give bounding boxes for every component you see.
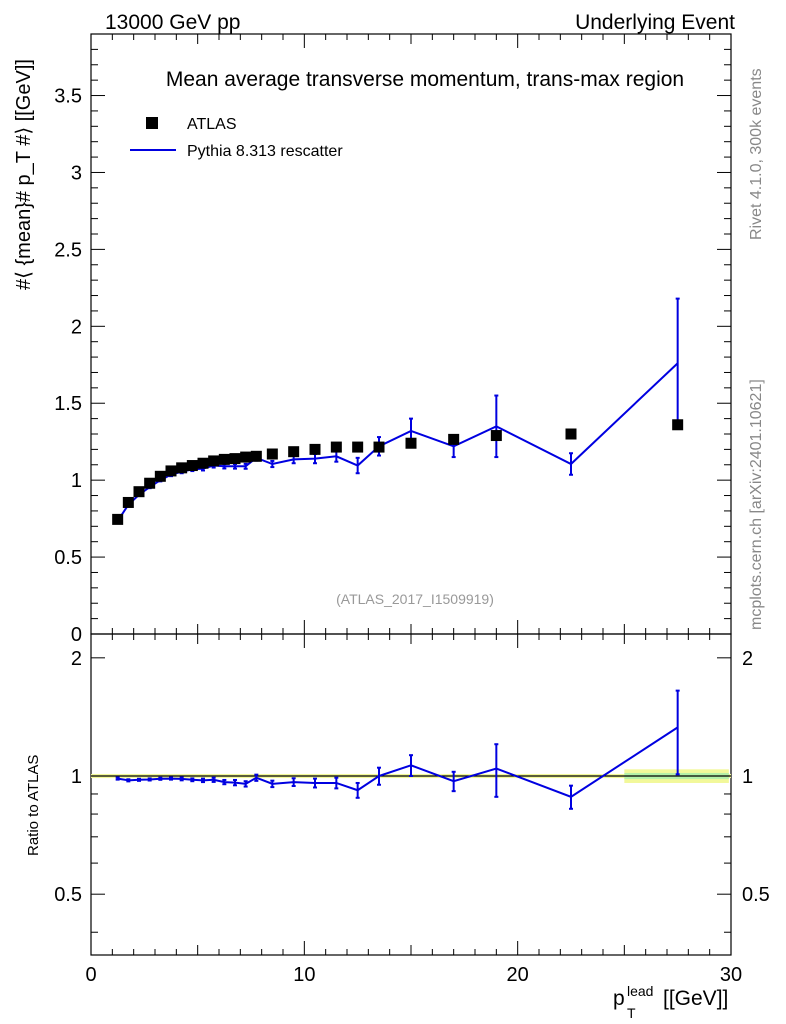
atlas-point bbox=[112, 513, 124, 525]
ratio-tick-label-left: 2 bbox=[71, 648, 82, 670]
x-tick-label: 0 bbox=[85, 964, 96, 986]
ratio-tick-label-right: 1 bbox=[742, 766, 753, 788]
atlas-point bbox=[672, 419, 684, 431]
legend-label-pythia: Pythia 8.313 rescatter bbox=[187, 143, 343, 160]
legend-label-atlas: ATLAS bbox=[187, 116, 237, 133]
atlas-point bbox=[330, 441, 342, 453]
x-axis-label: p lead T [[GeV]] bbox=[613, 983, 728, 1021]
x-axis-label-main: p bbox=[613, 987, 625, 1010]
x-tick-label: 20 bbox=[507, 964, 529, 986]
y-tick-label: 1.5 bbox=[54, 393, 82, 415]
x-tick-label: 30 bbox=[720, 964, 742, 986]
analysis-id: (ATLAS_2017_I1509919) bbox=[336, 591, 494, 607]
mcplots-label: mcplots.cern.ch [arXiv:2401.10621] bbox=[748, 379, 765, 630]
main-mc-layer bbox=[115, 297, 680, 523]
x-axis-label-sup: lead bbox=[627, 983, 653, 999]
atlas-point bbox=[144, 477, 156, 489]
y-tick-label: 2 bbox=[71, 316, 82, 338]
atlas-point bbox=[373, 441, 385, 453]
y-tick-label: 1 bbox=[71, 470, 82, 492]
axis-ticks bbox=[90, 34, 732, 955]
atlas-point bbox=[240, 451, 252, 463]
atlas-point bbox=[154, 470, 166, 482]
atlas-point bbox=[176, 462, 188, 474]
x-axis-label-sub: T bbox=[627, 1005, 636, 1021]
atlas-point bbox=[309, 443, 321, 455]
atlas-point bbox=[208, 455, 220, 467]
ratio-plot-frame bbox=[90, 633, 732, 956]
atlas-point bbox=[122, 496, 134, 508]
axis-tick-labels: 0 10 20 30 0 0.5 1 1.5 2 2.5 3 3.5 0.5 0.5 1 1 2 2 bbox=[54, 86, 770, 986]
ratio-pythia-line bbox=[117, 726, 679, 798]
chart-title: Mean average transverse momentum, trans-… bbox=[166, 68, 684, 91]
atlas-point bbox=[288, 446, 300, 458]
legend-marker-atlas bbox=[146, 117, 158, 129]
y-axis-label: #⟨ {mean}# p_T #⟩ [[GeV]] bbox=[13, 59, 35, 290]
atlas-point bbox=[165, 465, 177, 477]
ratio-y-axis-label: Ratio to ATLAS bbox=[25, 755, 42, 856]
atlas-point bbox=[229, 453, 241, 465]
header-right: Underlying Event bbox=[575, 11, 735, 34]
main-data-layer bbox=[112, 419, 684, 525]
pythia-line bbox=[116, 362, 679, 522]
atlas-point bbox=[186, 460, 198, 472]
atlas-point bbox=[218, 453, 230, 465]
ratio-tick-label-right: 2 bbox=[742, 648, 753, 670]
x-tick-label: 10 bbox=[293, 964, 315, 986]
ratio-tick-label-right: 0.5 bbox=[742, 884, 770, 906]
atlas-point bbox=[405, 437, 417, 449]
rivet-label: Rivet 4.1.0, 300k events bbox=[748, 68, 765, 240]
atlas-point bbox=[133, 486, 145, 498]
x-axis-label-unit: [[GeV]] bbox=[663, 987, 728, 1010]
atlas-point bbox=[197, 457, 209, 469]
y-tick-label: 0.5 bbox=[54, 547, 82, 569]
y-tick-label: 3.5 bbox=[54, 86, 82, 108]
ratio-mc-layer bbox=[115, 689, 680, 810]
ratio-tick-label-left: 0.5 bbox=[54, 884, 82, 906]
atlas-point bbox=[565, 428, 577, 440]
atlas-point bbox=[250, 450, 262, 462]
atlas-point bbox=[448, 433, 460, 445]
atlas-point bbox=[352, 441, 364, 453]
atlas-point bbox=[266, 448, 278, 460]
atlas-point bbox=[490, 430, 502, 442]
y-tick-label: 2.5 bbox=[54, 239, 82, 261]
y-tick-label: 0 bbox=[71, 624, 82, 646]
ratio-tick-label-left: 1 bbox=[71, 766, 82, 788]
y-tick-label: 3 bbox=[71, 162, 82, 184]
header-left: 13000 GeV pp bbox=[105, 11, 240, 34]
